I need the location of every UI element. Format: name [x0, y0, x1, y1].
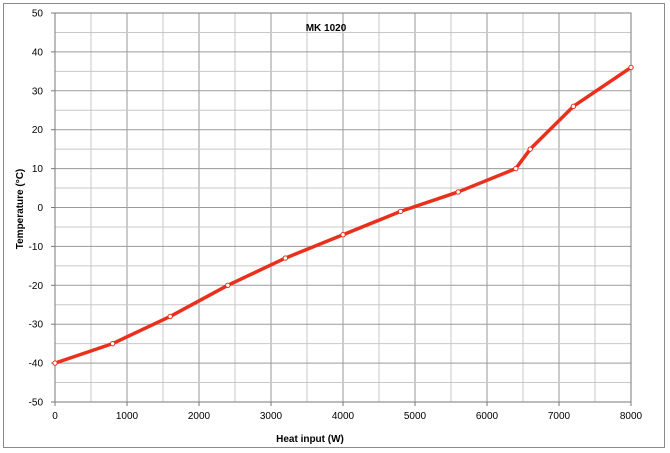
y-tick-label: 20 [32, 125, 44, 136]
y-tick-label: 40 [32, 47, 44, 58]
y-tick-label: 50 [32, 9, 44, 20]
y-tick-label: 0 [37, 203, 43, 214]
data-point [527, 146, 533, 152]
series-layer [52, 64, 634, 366]
data-point [340, 232, 346, 238]
y-tick-label: -30 [29, 320, 44, 331]
x-axis-title: Heat input (W) [276, 434, 344, 445]
y-tick-label: -50 [29, 398, 44, 409]
data-point [52, 360, 58, 366]
data-point [109, 340, 116, 347]
x-tick-label: 2000 [188, 411, 211, 422]
tick-labels: 0 1000 2000 3000 4000 5000 6000 7000 8000 50 40 30 2… [29, 9, 643, 423]
data-point [225, 282, 231, 288]
chart-title: MK 1020 [306, 23, 347, 34]
x-tick-label: 8000 [620, 411, 643, 422]
data-point [282, 255, 289, 261]
y-tick-label: -40 [29, 359, 44, 370]
data-point [397, 208, 404, 215]
data-point [167, 313, 173, 320]
y-tick-label: 30 [32, 86, 44, 97]
data-point [455, 189, 461, 195]
x-tick-label: 7000 [548, 411, 571, 422]
axes [51, 12, 632, 406]
y-tick-label: -20 [29, 281, 44, 292]
y-tick-label: -10 [29, 242, 44, 253]
data-point [570, 103, 577, 110]
x-tick-label: 4000 [332, 411, 355, 422]
x-tick-label: 5000 [404, 411, 427, 422]
x-tick-label: 3000 [260, 411, 283, 422]
y-tick-label: 10 [32, 164, 44, 175]
series-line [53, 65, 633, 365]
y-axis-title: Temperature (°C) [15, 169, 26, 250]
grid [54, 12, 632, 403]
data-point [628, 64, 634, 71]
data-point [513, 165, 519, 172]
x-tick-label: 6000 [476, 411, 499, 422]
chart-frame [3, 3, 665, 448]
x-tick-label: 0 [52, 411, 58, 422]
x-tick-label: 1000 [116, 411, 139, 422]
